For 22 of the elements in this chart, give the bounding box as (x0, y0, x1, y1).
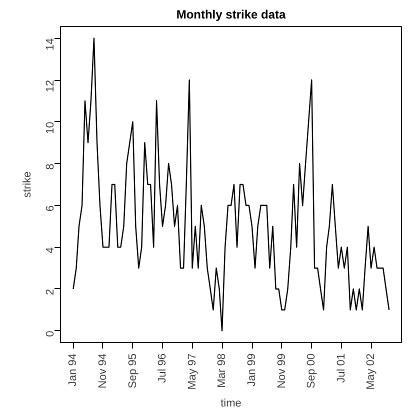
y-tick-label: 4 (44, 247, 56, 254)
x-tick-label: May 97 (186, 353, 198, 390)
x-tick-label: Jan 99 (246, 353, 258, 387)
x-tick-label: Jan 94 (67, 353, 80, 387)
y-tick-label: 14 (44, 38, 56, 50)
x-tick-label: Nov 94 (96, 353, 109, 388)
x-tick-label: Jul 01 (335, 353, 348, 383)
x-tick-label: Mar 98 (216, 353, 228, 388)
y-tick-label: 10 (44, 122, 56, 134)
y-tick-label: 2 (44, 288, 56, 296)
x-tick-label: May 02 (365, 353, 378, 390)
x-tick-label: Sep 00 (306, 353, 318, 388)
chart-title: Monthly strike data (176, 8, 286, 22)
y-tick-label: 8 (44, 164, 56, 170)
y-tick-label: 12 (44, 80, 56, 92)
x-tick-label: Jul 96 (156, 353, 169, 383)
y-tick-label: 6 (44, 205, 56, 212)
y-tick-label: 0 (44, 330, 56, 337)
x-axis-title: time (220, 398, 242, 410)
x-tick-label: Sep 95 (126, 353, 139, 388)
x-tick-label: Nov 99 (276, 353, 288, 388)
y-axis-title: strike (22, 171, 34, 198)
